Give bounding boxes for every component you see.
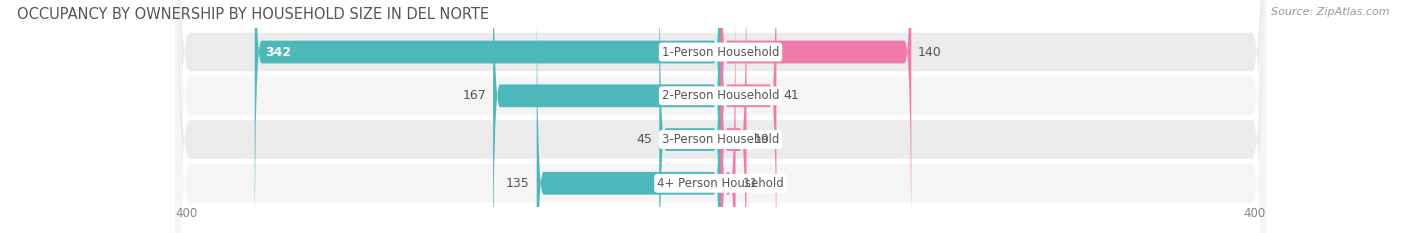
Text: Source: ZipAtlas.com: Source: ZipAtlas.com <box>1271 7 1389 17</box>
FancyBboxPatch shape <box>721 0 735 233</box>
FancyBboxPatch shape <box>176 0 1265 233</box>
FancyBboxPatch shape <box>721 0 776 233</box>
FancyBboxPatch shape <box>721 0 911 233</box>
Text: 2-Person Household: 2-Person Household <box>662 89 779 102</box>
Text: 1-Person Household: 1-Person Household <box>662 45 779 58</box>
Text: 167: 167 <box>463 89 486 102</box>
Text: 400: 400 <box>1243 207 1265 220</box>
FancyBboxPatch shape <box>176 0 1265 233</box>
Text: 4+ Person Household: 4+ Person Household <box>657 177 785 190</box>
FancyBboxPatch shape <box>537 0 721 233</box>
Text: 41: 41 <box>783 89 799 102</box>
Text: 140: 140 <box>918 45 942 58</box>
FancyBboxPatch shape <box>494 0 721 233</box>
FancyBboxPatch shape <box>176 0 1265 233</box>
FancyBboxPatch shape <box>254 0 721 233</box>
Text: 400: 400 <box>176 207 198 220</box>
Text: 135: 135 <box>506 177 530 190</box>
FancyBboxPatch shape <box>176 0 1265 233</box>
Text: 11: 11 <box>742 177 758 190</box>
Text: OCCUPANCY BY OWNERSHIP BY HOUSEHOLD SIZE IN DEL NORTE: OCCUPANCY BY OWNERSHIP BY HOUSEHOLD SIZE… <box>17 7 489 22</box>
Text: 342: 342 <box>266 45 292 58</box>
Text: 19: 19 <box>754 133 769 146</box>
Text: 45: 45 <box>637 133 652 146</box>
FancyBboxPatch shape <box>721 0 747 233</box>
FancyBboxPatch shape <box>659 0 721 233</box>
Text: 3-Person Household: 3-Person Household <box>662 133 779 146</box>
